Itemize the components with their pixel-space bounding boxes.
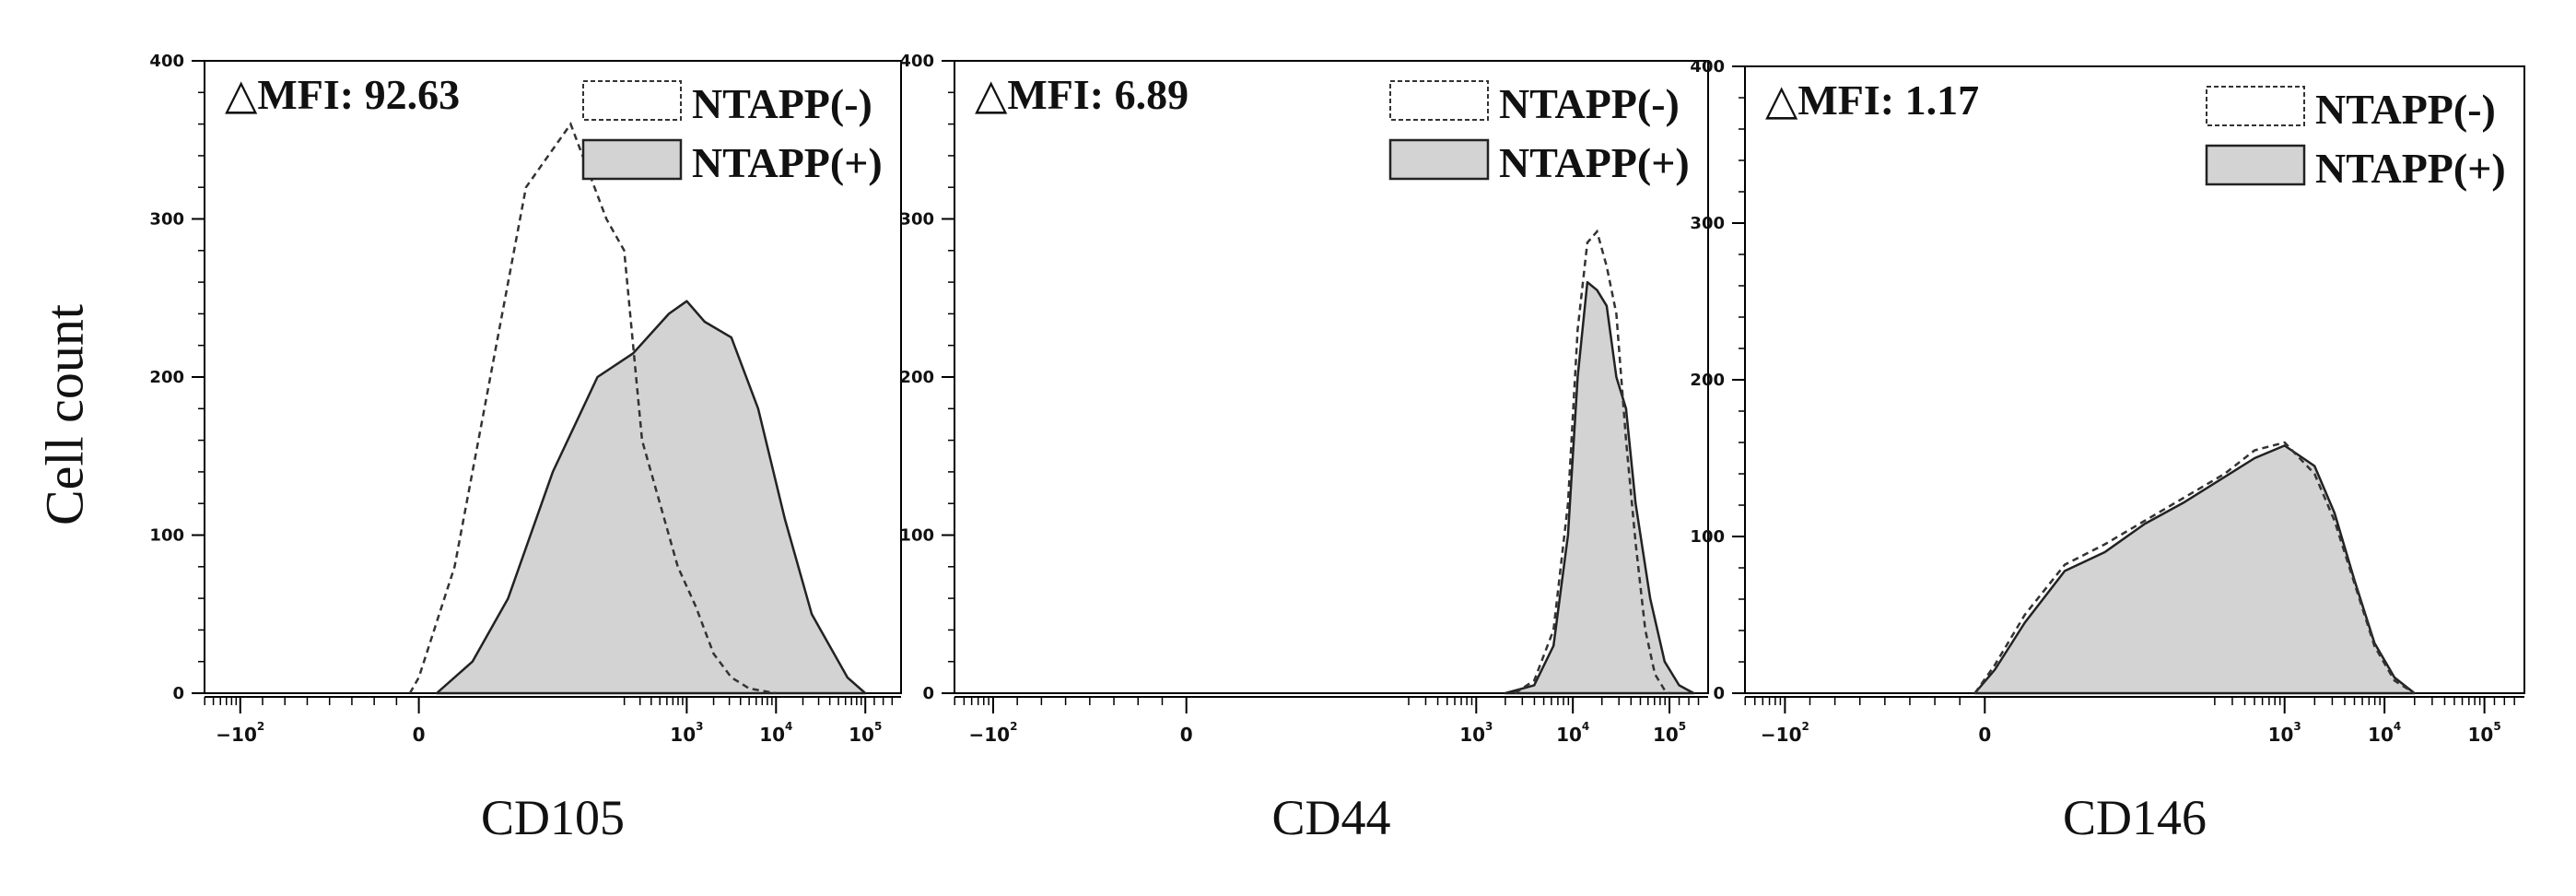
y-tick-label: 200 — [1690, 371, 1725, 390]
x-axis-label: CD105 — [481, 790, 625, 845]
mfi-annotation: △MFI: 1.17 — [1765, 77, 1979, 124]
legend-swatch-ntapp-plus — [1388, 138, 1490, 181]
x-tick-label: 105 — [2468, 720, 2501, 746]
legend-label-ntapp-plus: NTAPP(+) — [1499, 139, 1690, 186]
series-ntapp-plus — [1973, 444, 2416, 695]
legend-label-ntapp-minus: NTAPP(-) — [2315, 86, 2496, 133]
y-tick-label: 100 — [149, 526, 184, 546]
x-tick-label: 104 — [1556, 720, 1589, 746]
legend-label-ntapp-minus: NTAPP(-) — [1499, 80, 1680, 127]
y-tick-label: 100 — [899, 526, 934, 546]
series-ntapp-plus — [435, 300, 867, 695]
mfi-annotation: △MFI: 6.89 — [975, 71, 1188, 118]
legend-swatch-ntapp-minus — [2206, 86, 2305, 126]
legend-swatch-ntapp-plus — [2205, 144, 2306, 186]
x-axis-label: CD44 — [1271, 790, 1390, 845]
x-tick-label: 0 — [1978, 724, 1991, 746]
x-tick-label: 103 — [2268, 720, 2301, 746]
y-tick-label: 400 — [149, 52, 184, 71]
x-tick-label: −102 — [216, 720, 264, 746]
series-ntapp-minus — [1514, 229, 1670, 695]
panel-cd44: 0 100 200 300 400 −102 0 103 104 105 △MFI: 6.89 NTA… — [899, 52, 1709, 845]
legend-swatch-ntapp-minus — [582, 80, 682, 121]
panel-cd146: 0 100 200 300 400 −102 0 103 104 105 △MFI: 1.17 NTA… — [1690, 57, 2525, 845]
y-tick-label: 200 — [149, 368, 184, 387]
y-tick-label: 200 — [899, 368, 934, 387]
x-tick-label: 0 — [1180, 724, 1193, 746]
x-tick-label: 103 — [670, 720, 703, 746]
legend-label-ntapp-minus: NTAPP(-) — [692, 80, 872, 127]
x-tick-label: −102 — [1761, 720, 1809, 746]
y-tick-label: 0 — [1713, 684, 1725, 703]
y-tick-label: 300 — [1690, 214, 1725, 233]
legend-label-ntapp-plus: NTAPP(+) — [692, 139, 883, 186]
y-tick-label: 300 — [149, 210, 184, 230]
y-tick-label: 300 — [899, 210, 934, 230]
x-tick-label: 105 — [1653, 720, 1686, 746]
x-tick-label: 0 — [413, 724, 426, 746]
series-ntapp-plus — [1504, 280, 1695, 695]
x-tick-label: 104 — [2368, 720, 2401, 746]
x-tick-label: −102 — [968, 720, 1017, 746]
y-tick-label: 400 — [899, 52, 934, 71]
y-tick-label: 100 — [1690, 527, 1725, 547]
x-tick-label: 103 — [1459, 720, 1493, 746]
y-tick-label: 0 — [922, 684, 934, 703]
series-ntapp-minus — [408, 121, 777, 695]
x-tick-label: 104 — [759, 720, 792, 746]
y-tick-label: 0 — [172, 684, 184, 703]
x-tick-label: 105 — [849, 720, 882, 746]
x-axis-label: CD146 — [2063, 790, 2207, 845]
legend-label-ntapp-plus: NTAPP(+) — [2315, 145, 2506, 192]
legend-swatch-ntapp-minus — [1389, 80, 1489, 121]
mfi-annotation: △MFI: 92.63 — [225, 71, 460, 118]
series-ntapp-minus — [1973, 441, 2416, 695]
legend-swatch-ntapp-plus — [581, 138, 683, 181]
y-tick-label: 400 — [1690, 57, 1725, 77]
panel-cd105: 0 100 200 300 400 −102 0 103 104 105 △MFI: 92.63 NT… — [149, 52, 902, 845]
